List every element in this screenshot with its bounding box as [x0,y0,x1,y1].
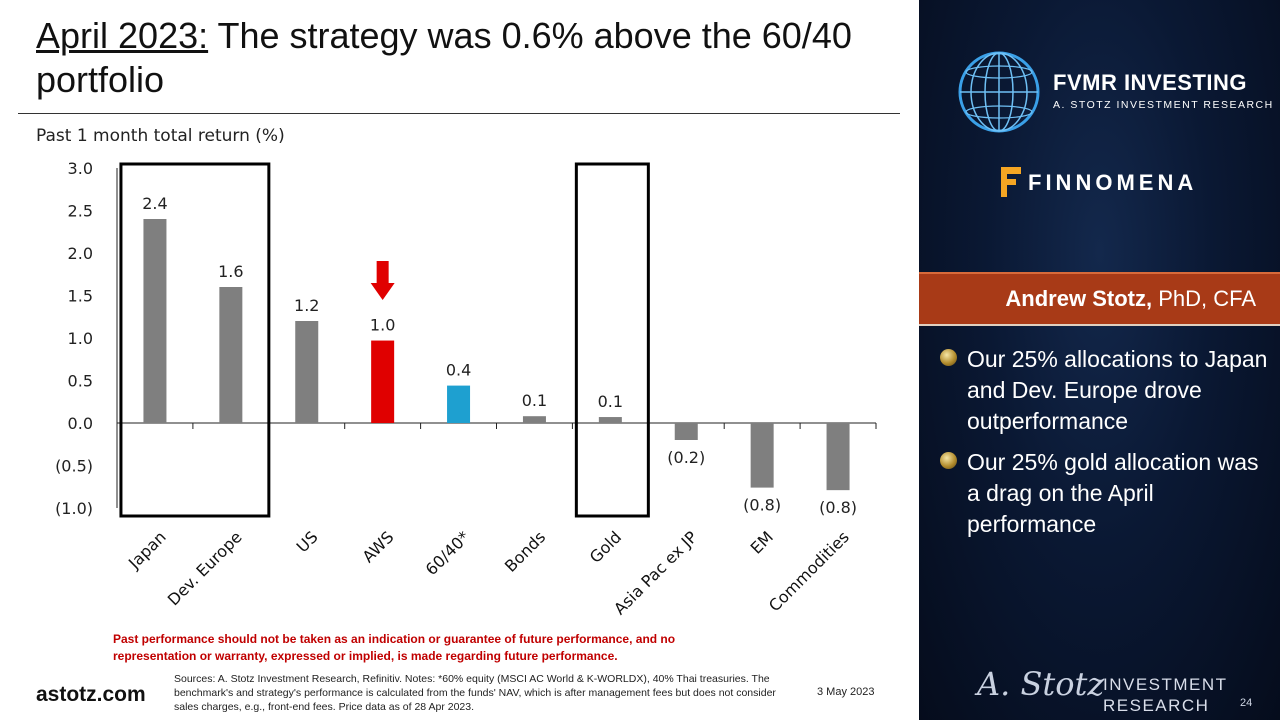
y-tick-label: (0.5) [55,457,93,476]
category-label: Commodities [765,527,853,615]
y-tick-label: 1.5 [68,287,93,306]
partner-name: FINNOMENA [1028,170,1198,195]
ir-line-1: INVESTMENT [1103,675,1228,694]
bar [447,385,471,423]
presenter: Andrew Stotz, PhD, CFA [1005,286,1256,312]
y-tick-label: (1.0) [55,499,93,518]
down-arrow-icon [370,261,395,300]
right-panel: FVMR INVESTING A. STOTZ INVESTMENT RESEA… [919,0,1280,720]
data-label: 1.2 [294,296,319,315]
date: 3 May 2023 [817,686,875,698]
bar [143,219,167,423]
y-tick-label: 2.5 [68,202,93,221]
highlight-box [574,162,650,518]
category-label: EM [747,527,777,557]
signature-logo: A. Stotz [977,665,1105,703]
bullet-icon [940,452,957,469]
bullet-text: Our 25% gold allocation was a drag on th… [967,449,1259,537]
bar [295,321,319,423]
ir-line-2: RESEARCH [1103,696,1210,715]
bar [750,423,774,488]
data-label: 2.4 [142,194,167,213]
bullet-icon [940,349,957,366]
category-label: Dev. Europe [164,527,246,609]
bullet-item: Our 25% allocations to Japan and Dev. Eu… [939,344,1269,437]
title-divider [18,113,900,114]
bar [522,416,546,423]
bar [219,287,243,423]
presenter-name: Andrew Stotz, [1005,286,1153,311]
globe-icon [958,51,1040,133]
bullet-item: Our 25% gold allocation was a drag on th… [939,447,1269,540]
finnomena-logo-icon [1001,167,1021,197]
bullet-list: Our 25% allocations to Japan and Dev. Eu… [939,344,1269,550]
data-label: (0.8) [743,496,781,515]
title-rest: The strategy was 0.6% above the 60/40 po… [36,15,852,100]
bar [371,340,395,423]
page-title: April 2023: The strategy was 0.6% above … [36,14,896,102]
data-label: (0.8) [819,498,857,517]
site-link[interactable]: astotz.com [36,683,146,706]
sources-note: Sources: A. Stotz Investment Research, R… [174,673,776,713]
highlight-box [119,162,271,518]
category-label: US [293,527,322,556]
y-tick-label: 1.0 [68,329,93,348]
category-label: Japan [124,527,170,573]
bar [598,417,622,423]
page-number: 24 [1240,697,1253,709]
y-tick-label: 2.0 [68,244,93,263]
y-tick-label: 0.0 [68,414,93,433]
data-label: 1.6 [218,262,243,281]
chart: Past 1 month total return (%) 3.0 2.5 2.0 1.… [0,118,910,638]
brand-subtitle: A. STOTZ INVESTMENT RESEARCH [1053,99,1274,111]
data-label: 0.1 [598,392,623,411]
category-label: 60/40* [422,527,474,579]
presenter-bar: Andrew Stotz, PhD, CFA [919,272,1280,326]
category-label: AWS [359,527,398,566]
presenter-title: PhD, CFA [1152,286,1256,311]
bar-chart: Past 1 month total return (%) 3.0 2.5 2.0 1.… [36,126,877,618]
data-label: 0.4 [446,361,471,380]
bar [826,423,850,491]
y-tick-label: 0.5 [68,372,93,391]
data-label: 1.0 [370,316,395,335]
bullet-text: Our 25% allocations to Japan and Dev. Eu… [967,346,1268,434]
disclaimer: Past performance should not be taken as … [113,632,676,663]
category-label: Gold [586,527,625,566]
chart-title: Past 1 month total return (%) [36,126,285,146]
data-label: (0.2) [667,448,705,467]
brand-name: FVMR INVESTING [1053,70,1248,95]
data-label: 0.1 [522,391,547,410]
investment-research-logo: INVESTMENT RESEARCH [1103,674,1228,716]
bar [674,423,698,440]
category-label: Bonds [501,527,549,575]
title-highlight: April 2023: [36,15,209,56]
y-tick-label: 3.0 [68,159,93,178]
